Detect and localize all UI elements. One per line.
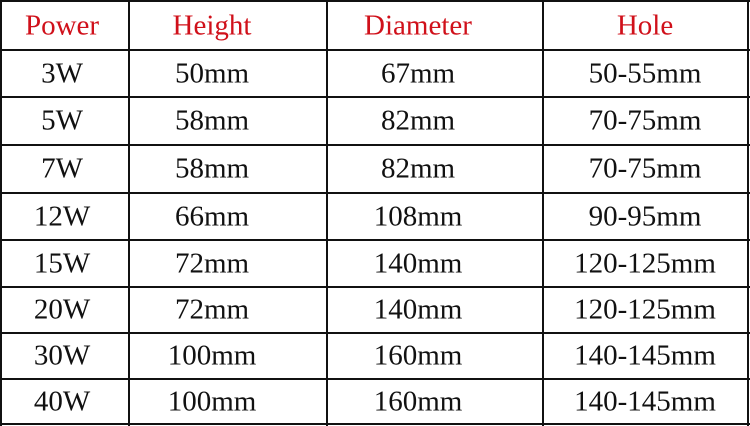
column-border [0, 0, 2, 426]
table-cell: 82mm [380, 152, 456, 185]
row-border [0, 423, 750, 425]
table-cell: 67mm [380, 57, 456, 89]
table-cell: 58mm [174, 104, 250, 137]
column-border [128, 0, 130, 426]
row-border [0, 144, 750, 146]
row-border [0, 286, 750, 288]
header-cell: Height [172, 9, 252, 41]
header-cell: Diameter [364, 9, 472, 41]
table-cell: 140-145mm [574, 385, 716, 417]
table-cell: 108mm [373, 200, 463, 232]
table-cell: 40W [33, 385, 91, 417]
table-cell: 30W [33, 339, 91, 372]
row-border [0, 96, 750, 98]
table-cell: 120-125mm [574, 293, 716, 326]
table-cell: 120-125mm [574, 247, 716, 279]
column-border [542, 0, 544, 426]
table-cell: 160mm [373, 385, 463, 417]
table-cell: 82mm [380, 104, 456, 137]
table-cell: 66mm [174, 200, 250, 232]
table-cell: 12W [33, 200, 91, 232]
table-cell: 70-75mm [588, 104, 702, 137]
header-cell: Power [24, 9, 100, 41]
table-cell: 100mm [167, 339, 257, 372]
column-border [326, 0, 328, 426]
table-cell: 5W [41, 104, 83, 137]
table-cell: 90-95mm [588, 200, 702, 232]
row-border [0, 332, 750, 334]
row-border [0, 0, 750, 2]
row-border [0, 378, 750, 380]
table-cell: 140mm [373, 247, 463, 279]
table-cell: 58mm [174, 152, 250, 185]
table-cell: 72mm [174, 293, 250, 326]
table-cell: 140-145mm [574, 339, 716, 372]
table-cell: 140mm [373, 293, 463, 326]
column-border [747, 0, 749, 426]
table-cell: 70-75mm [588, 152, 702, 185]
table-cell: 15W [33, 247, 91, 279]
table-cell: 3W [41, 57, 83, 89]
row-border [0, 49, 750, 51]
table-cell: 160mm [373, 339, 463, 372]
table-cell: 50mm [174, 57, 250, 89]
table-cell: 72mm [174, 247, 250, 279]
header-cell: Hole [616, 9, 674, 41]
table-cell: 7W [41, 152, 83, 185]
table-cell: 50-55mm [588, 57, 702, 89]
table-cell: 100mm [167, 385, 257, 417]
table-cell: 20W [33, 293, 91, 326]
row-border [0, 192, 750, 194]
row-border [0, 239, 750, 241]
